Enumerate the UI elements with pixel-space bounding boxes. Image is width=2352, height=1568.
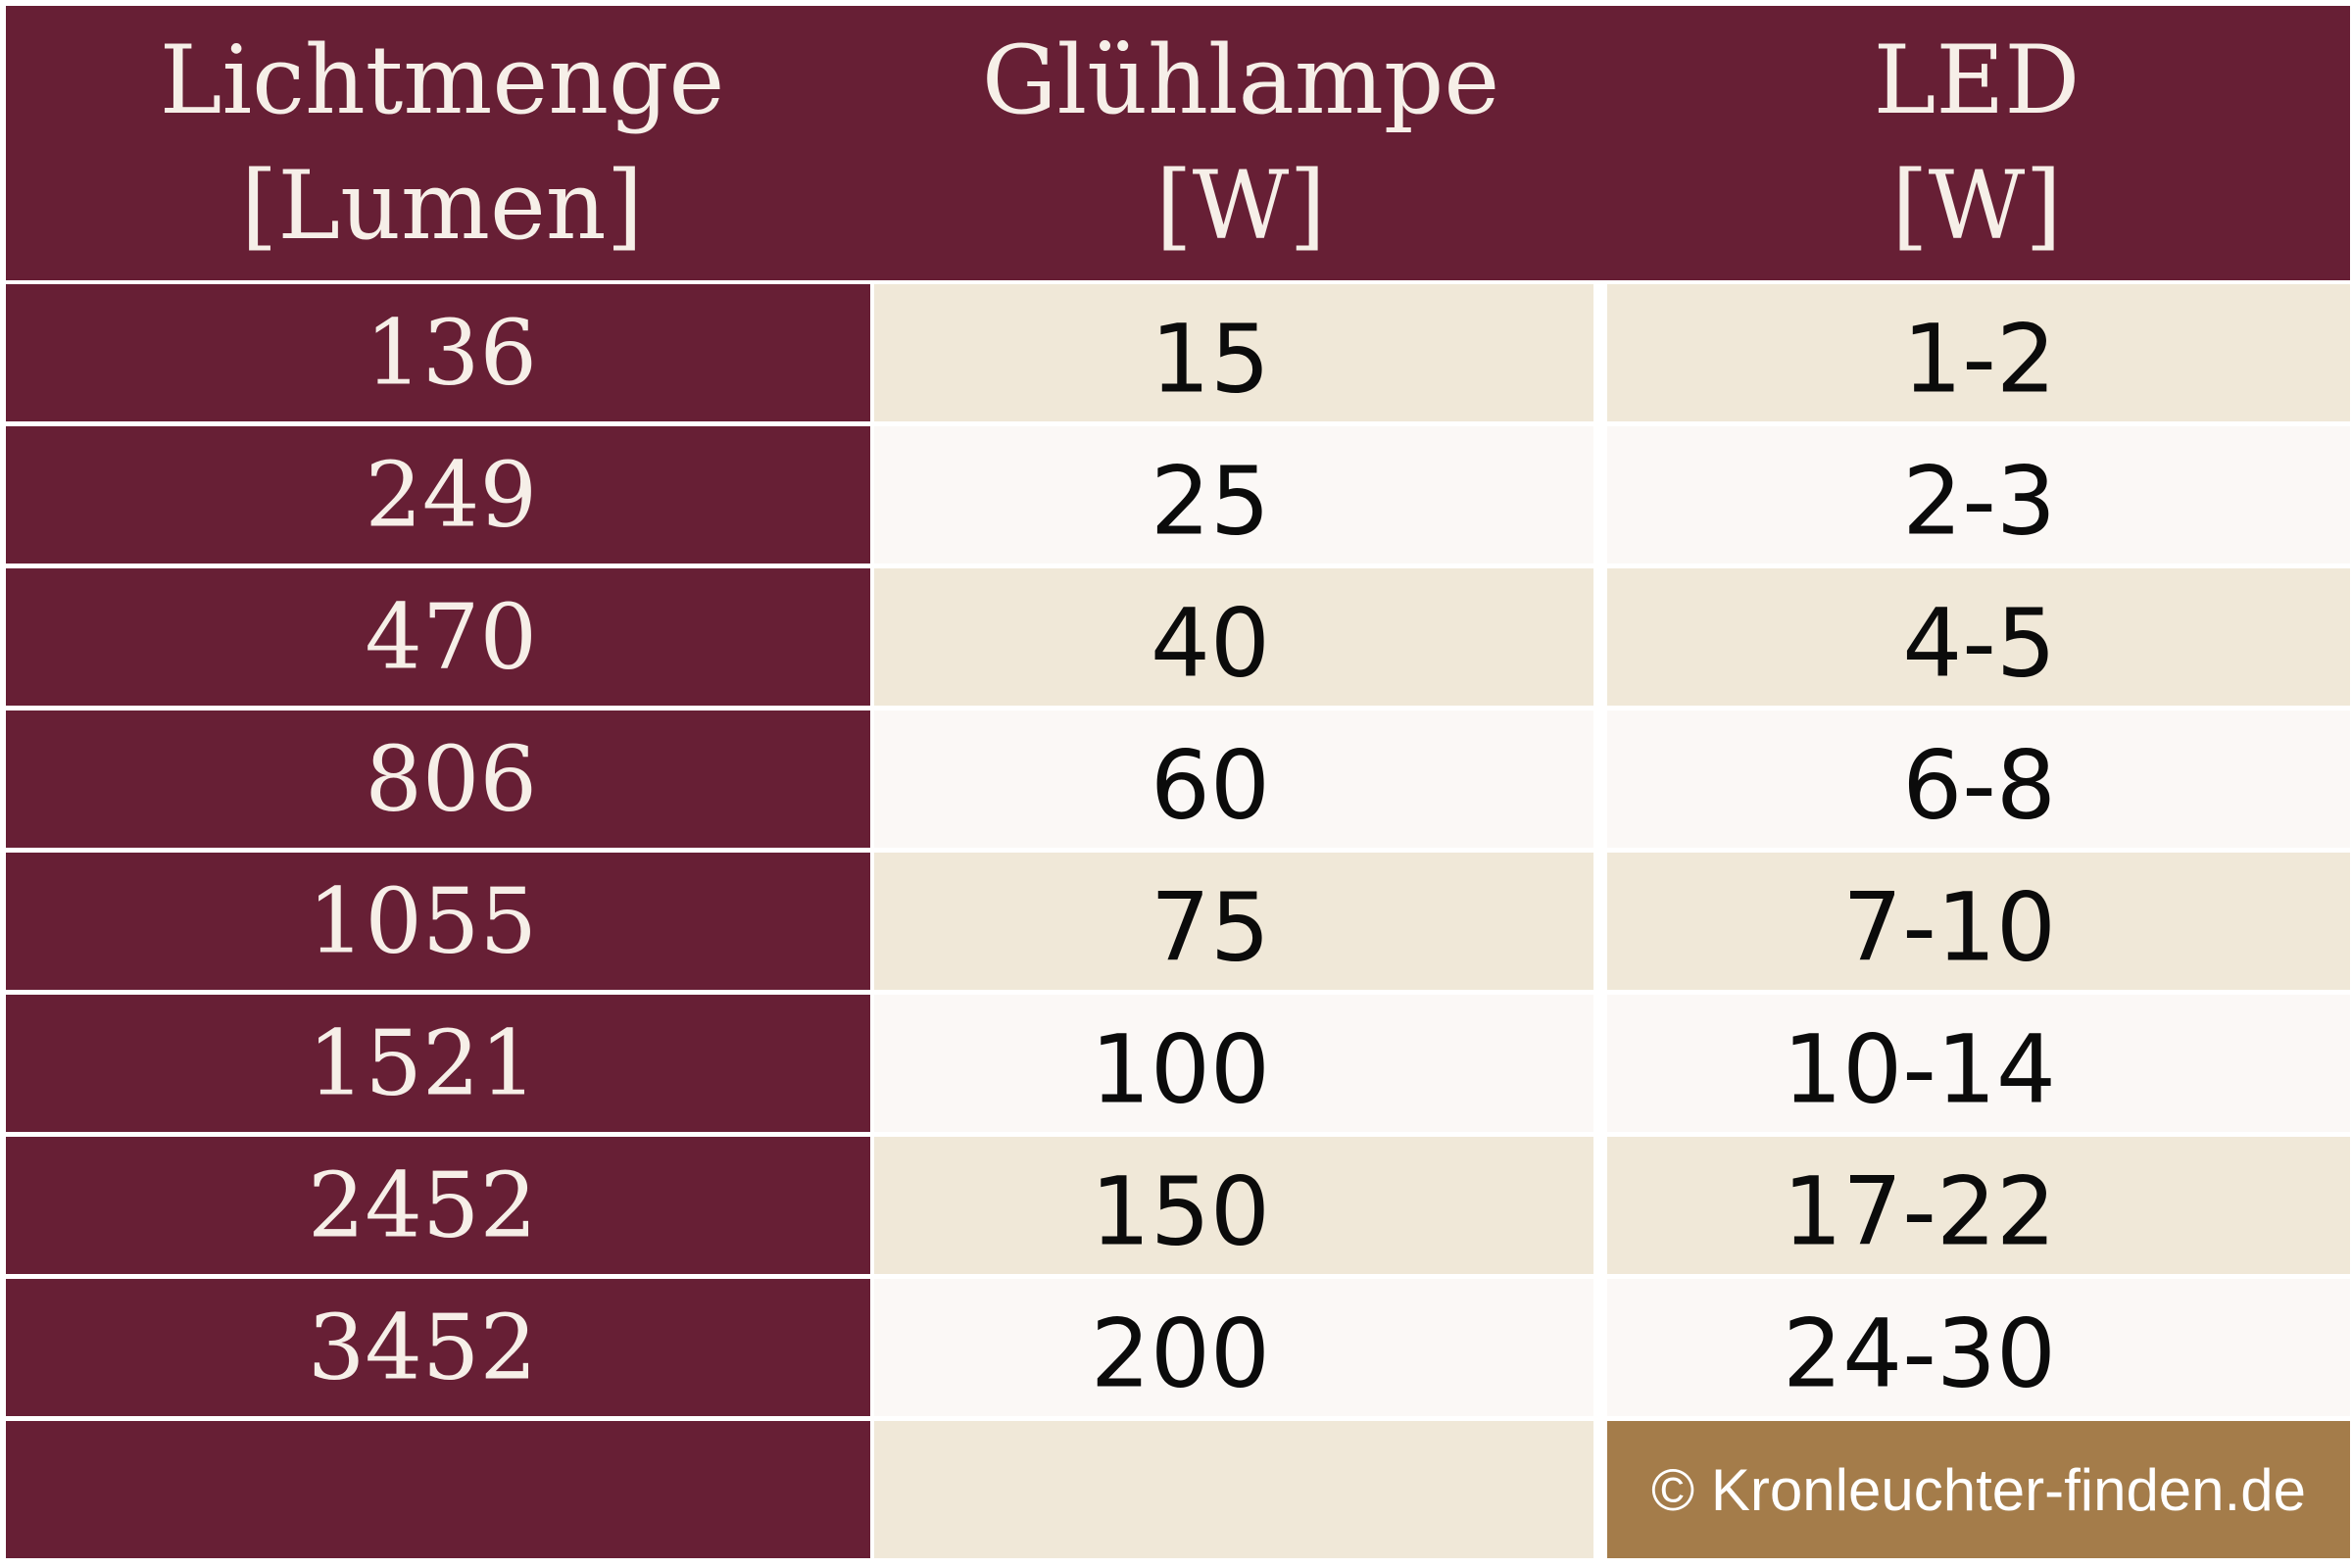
lumen-value: 2452	[307, 1152, 537, 1258]
gluehlampe-value: 100	[1090, 1014, 1270, 1125]
table-row: 1055 75 7-10	[0, 853, 2352, 990]
gluehlampe-value: 150	[1090, 1156, 1270, 1267]
led-value: 1-2	[1902, 304, 2056, 415]
table-header: Lichtmenge [Lumen] Glühlampe [W] LED [W]	[6, 6, 2350, 280]
lumen-cell: 136	[6, 284, 870, 421]
table-row: 3452 200 24-30	[0, 1279, 2352, 1416]
gluehlampe-cell: 60	[874, 710, 1593, 848]
header-gluehlampe: Glühlampe [W]	[878, 6, 1603, 280]
lumen-value: 1055	[307, 868, 537, 974]
gluehlampe-value: 40	[1150, 588, 1270, 699]
footer-empty-cell	[874, 1421, 1593, 1558]
copyright-label: © Kronleuchter-finden.de	[1607, 1421, 2350, 1558]
led-value: 7-10	[1842, 872, 2056, 983]
gluehlampe-cell: 75	[874, 853, 1593, 990]
header-lichtmenge-line1: Lichtmenge	[159, 25, 725, 135]
table-row: 249 25 2-3	[0, 426, 2352, 564]
lumen-cell: 806	[6, 710, 870, 848]
led-value: 17-22	[1783, 1156, 2056, 1267]
lumen-value: 136	[365, 300, 537, 406]
led-value: 10-14	[1783, 1014, 2056, 1125]
led-cell: 7-10	[1607, 853, 2350, 990]
led-cell: 4-5	[1607, 568, 2350, 706]
gluehlampe-cell: 25	[874, 426, 1593, 564]
gluehlampe-value: 75	[1150, 872, 1270, 983]
led-cell: 24-30	[1607, 1279, 2350, 1416]
lumen-cell: 3452	[6, 1279, 870, 1416]
led-cell: 10-14	[1607, 995, 2350, 1132]
lumen-value: 3452	[307, 1295, 537, 1400]
gluehlampe-cell: 100	[874, 995, 1593, 1132]
gluehlampe-value: 25	[1150, 446, 1270, 557]
gluehlampe-cell: 200	[874, 1279, 1593, 1416]
led-value: 24-30	[1783, 1298, 2056, 1409]
lumen-cell: 1521	[6, 995, 870, 1132]
lumen-value: 470	[365, 584, 537, 690]
gluehlampe-cell: 15	[874, 284, 1593, 421]
table-row: 1521 100 10-14	[0, 995, 2352, 1132]
header-lichtmenge-line2: [Lumen]	[240, 151, 644, 261]
table-row: 2452 150 17-22	[0, 1137, 2352, 1274]
header-led-line1: LED	[1873, 25, 2081, 135]
lumen-cell: 1055	[6, 853, 870, 990]
table-row: 470 40 4-5	[0, 568, 2352, 706]
gluehlampe-value: 60	[1150, 730, 1270, 841]
led-cell: 6-8	[1607, 710, 2350, 848]
header-gluehlampe-line1: Glühlampe	[981, 25, 1500, 135]
header-lichtmenge: Lichtmenge [Lumen]	[6, 6, 878, 280]
led-value: 6-8	[1902, 730, 2056, 841]
table-row: 136 15 1-2	[0, 284, 2352, 421]
table-row: 806 60 6-8	[0, 710, 2352, 848]
led-value: 4-5	[1902, 588, 2056, 699]
lumen-cell: 2452	[6, 1137, 870, 1274]
lumen-value: 249	[365, 442, 537, 548]
gluehlampe-value: 15	[1150, 304, 1270, 415]
gluehlampe-cell: 150	[874, 1137, 1593, 1274]
lumen-cell: 249	[6, 426, 870, 564]
led-value: 2-3	[1902, 446, 2056, 557]
footer-empty-cell	[6, 1421, 870, 1558]
led-cell: 17-22	[1607, 1137, 2350, 1274]
gluehlampe-cell: 40	[874, 568, 1593, 706]
lumen-value: 806	[365, 726, 537, 832]
header-gluehlampe-line2: [W]	[1155, 151, 1326, 261]
gluehlampe-value: 200	[1090, 1298, 1270, 1409]
led-cell: 2-3	[1607, 426, 2350, 564]
lumen-value: 1521	[307, 1010, 537, 1116]
table-footer-row: © Kronleuchter-finden.de	[0, 1421, 2352, 1558]
led-cell: 1-2	[1607, 284, 2350, 421]
lumen-cell: 470	[6, 568, 870, 706]
header-led: LED [W]	[1603, 6, 2350, 280]
header-led-line2: [W]	[1891, 151, 2062, 261]
